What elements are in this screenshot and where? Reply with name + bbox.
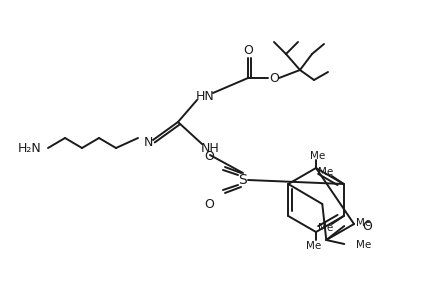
Text: O: O <box>269 72 278 84</box>
Text: Me: Me <box>317 167 332 177</box>
Text: Me: Me <box>355 240 371 250</box>
Text: Me: Me <box>355 218 371 228</box>
Text: NH: NH <box>200 141 219 155</box>
Text: S: S <box>238 173 247 187</box>
Text: O: O <box>361 221 371 233</box>
Text: H₂N: H₂N <box>18 141 42 155</box>
Text: O: O <box>204 150 214 162</box>
Text: O: O <box>243 43 252 56</box>
Text: Me: Me <box>310 151 325 161</box>
Text: Me: Me <box>317 223 332 233</box>
Text: HN: HN <box>195 90 214 102</box>
Text: Me: Me <box>306 241 321 251</box>
Text: N: N <box>143 136 152 150</box>
Text: O: O <box>204 198 214 210</box>
